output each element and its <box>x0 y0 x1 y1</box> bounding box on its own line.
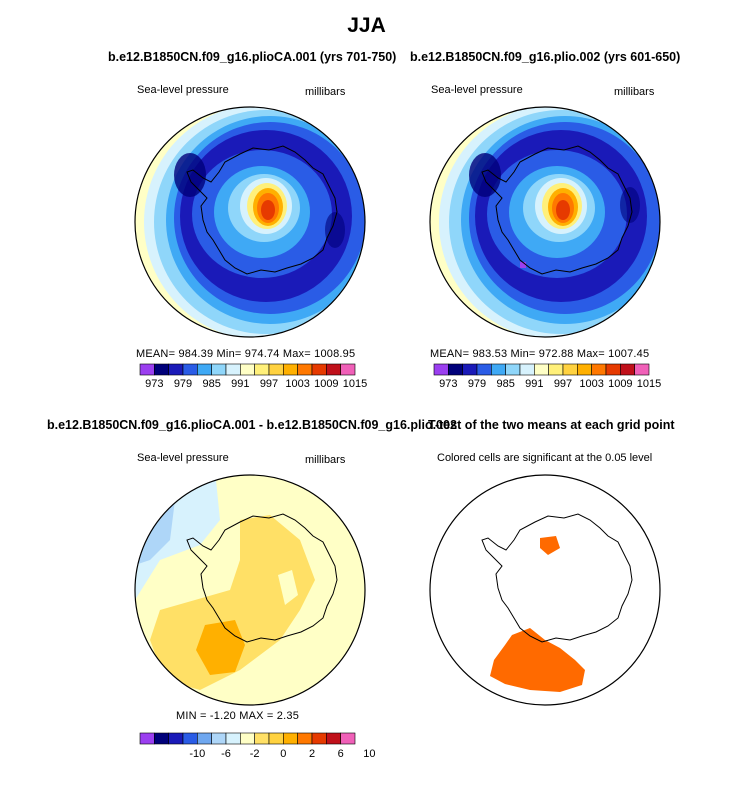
colorbar-cell <box>240 732 255 745</box>
colorbar-cell <box>182 363 198 376</box>
colorbar-cell <box>297 363 313 376</box>
colorbar-cell <box>297 732 313 745</box>
colorbar-tick-label: 0 <box>280 748 286 760</box>
colorbar-cell <box>448 363 463 376</box>
colorbar-tick-label: 10 <box>363 748 375 760</box>
colorbar-cell <box>154 363 169 376</box>
figure-title: JJA <box>347 14 386 37</box>
colorbar-cell <box>519 363 535 376</box>
panel-2-map <box>430 107 660 337</box>
panel-4-left-label: Colored cells are significant at the 0.0… <box>437 452 653 464</box>
colorbar-cell <box>254 363 270 376</box>
colorbar-tick-label: 997 <box>260 378 278 390</box>
significant-region <box>540 536 560 555</box>
colorbar-cell <box>254 732 270 745</box>
colorbar-cell <box>268 732 284 745</box>
panel-2-left-label: Sea-level pressure <box>431 84 523 96</box>
colorbar-tick-label: 1015 <box>637 378 661 390</box>
colorbar-tick-label: 973 <box>145 378 163 390</box>
panel-2-stats: MEAN= 983.53 Min= 972.88 Max= 1007.45 <box>430 348 650 360</box>
colorbar-tick-label: 991 <box>231 378 249 390</box>
panel-4-map <box>430 475 660 705</box>
colorbar-tick-label: 1003 <box>285 378 309 390</box>
colorbar-cell <box>326 363 341 376</box>
colorbar-cell <box>605 363 621 376</box>
significant-region <box>490 628 585 692</box>
panel-3-map <box>135 475 365 705</box>
colorbar-tick-label: 985 <box>496 378 514 390</box>
colorbar-tick-label: 991 <box>525 378 543 390</box>
colorbar-tick-label: 1015 <box>343 378 367 390</box>
colorbar-tick-label: 979 <box>174 378 192 390</box>
panel-1-left-label: Sea-level pressure <box>137 84 229 96</box>
panel-1-stats: MEAN= 984.39 Min= 974.74 Max= 1008.95 <box>136 348 356 360</box>
colorbar-cell <box>240 363 255 376</box>
panel-3-left-label: Sea-level pressure <box>137 452 229 464</box>
panel-2-colorbar: 973 979 985 991 997 1003 1009 1015 <box>433 363 661 390</box>
colorbar-cell <box>225 732 241 745</box>
colorbar-cell <box>283 363 298 376</box>
colorbar-cell <box>491 363 506 376</box>
colorbar-cell <box>168 363 184 376</box>
colorbar-cell <box>154 732 169 745</box>
colorbar-cell <box>211 732 227 745</box>
colorbar-cell <box>620 363 635 376</box>
panel-3-stats: MIN = -1.20 MAX = 2.35 <box>176 710 300 722</box>
colorbar-tick-label: 979 <box>468 378 486 390</box>
colorbar-tick-label: 1009 <box>608 378 632 390</box>
colorbar-cell <box>225 363 241 376</box>
colorbar-tick-label: 985 <box>202 378 220 390</box>
colorbar-cell <box>311 363 327 376</box>
colorbar-cell <box>505 363 521 376</box>
colorbar-cell <box>326 732 341 745</box>
panel-1-map <box>135 107 365 337</box>
colorbar-cell <box>462 363 478 376</box>
colorbar-cell <box>139 363 155 376</box>
colorbar-cell <box>591 363 607 376</box>
panel-1-colorbar: 973 979 985 991 997 1003 1009 1015 <box>139 363 367 390</box>
colorbar-cell <box>433 363 449 376</box>
panel-3-title: b.e12.B1850CN.f09_g16.plioCA.001 - b.e12… <box>47 418 457 432</box>
colorbar-cell <box>562 363 578 376</box>
colorbar-cell <box>340 732 356 745</box>
colorbar-cell <box>182 732 198 745</box>
panel-3-colorbar: -10 -6 -2 0 2 6 10 <box>139 732 375 760</box>
colorbar-tick-label: -10 <box>189 748 205 760</box>
panel-3-right-label: millibars <box>305 454 346 466</box>
colorbar-tick-label: 6 <box>338 748 344 760</box>
colorbar-cell <box>534 363 549 376</box>
panel-1-title: b.e12.B1850CN.f09_g16.plioCA.001 (yrs 70… <box>108 50 397 64</box>
colorbar-cell <box>211 363 227 376</box>
colorbar-cell <box>197 363 212 376</box>
colorbar-tick-label: -6 <box>221 748 231 760</box>
panel-2-right-label: millibars <box>614 86 655 98</box>
colorbar-cell <box>168 732 184 745</box>
colorbar-cell <box>634 363 650 376</box>
colorbar-cell <box>340 363 356 376</box>
colorbar-cell <box>283 732 298 745</box>
colorbar-cell <box>197 732 212 745</box>
colorbar-cell <box>268 363 284 376</box>
colorbar-tick-label: 1003 <box>579 378 603 390</box>
colorbar-tick-label: 973 <box>439 378 457 390</box>
colorbar-tick-label: 2 <box>309 748 315 760</box>
colorbar-cell <box>311 732 327 745</box>
panel-2-title: b.e12.B1850CN.f09_g16.plio.002 (yrs 601-… <box>410 50 681 64</box>
panel-1-right-label: millibars <box>305 86 346 98</box>
panel-4-title: T-test of the two means at each grid poi… <box>428 418 675 432</box>
colorbar-tick-label: -2 <box>250 748 260 760</box>
colorbar-cell <box>476 363 492 376</box>
colorbar-cell <box>139 732 155 745</box>
colorbar-tick-label: 997 <box>554 378 572 390</box>
colorbar-cell <box>577 363 592 376</box>
colorbar-cell <box>548 363 564 376</box>
colorbar-tick-label: 1009 <box>314 378 338 390</box>
